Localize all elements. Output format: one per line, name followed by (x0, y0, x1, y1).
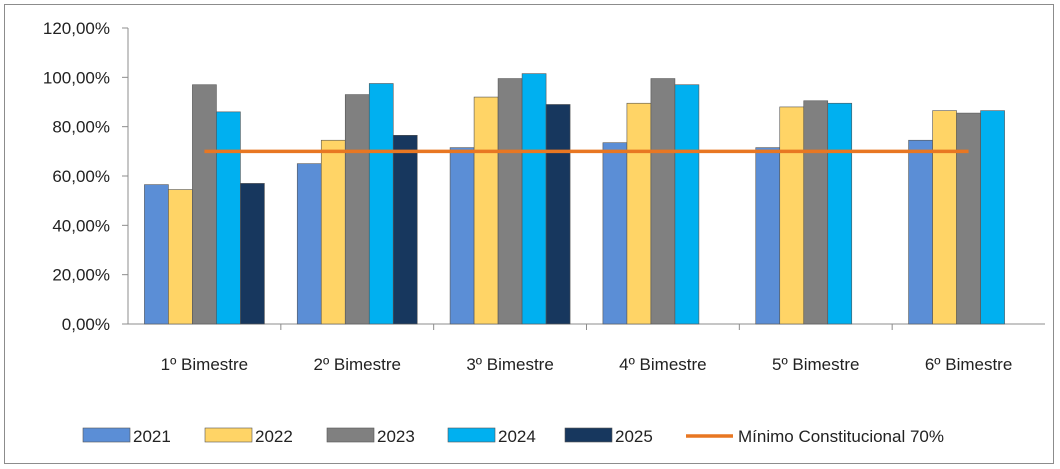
bar-2021-1 (144, 184, 169, 325)
legend-label-2024: 2024 (498, 427, 536, 446)
legend-label-2021: 2021 (133, 427, 171, 446)
x-tick-label: 2º Bimestre (314, 355, 401, 374)
bar-2025-3 (545, 104, 571, 325)
chart-bars (144, 73, 1005, 325)
bar-2024-6 (980, 110, 1005, 325)
bar-2024-3 (521, 73, 547, 325)
bar-2025-1 (240, 183, 265, 325)
y-tick-label: 80,00% (52, 118, 110, 137)
legend-swatch-2024 (447, 427, 496, 443)
y-tick-label: 60,00% (52, 167, 110, 186)
chart-axes: 0,00% 20,00% 40,00% 60,00% 80,00% 100,00% 120,… (43, 19, 1045, 374)
bar-2022-6 (932, 110, 957, 325)
bar-2022-1 (168, 189, 193, 325)
bar-2021-6 (908, 139, 933, 325)
y-tick-label: 120,00% (43, 19, 110, 38)
bar-2023-3 (497, 78, 523, 325)
bar-2023-4 (650, 78, 676, 325)
bar-2023-1 (192, 84, 217, 325)
bar-2023-5 (803, 100, 829, 325)
bar-2021-4 (602, 142, 628, 325)
bar-2021-2 (296, 163, 322, 325)
bar-2024-4 (674, 84, 700, 325)
bar-2021-5 (755, 147, 781, 325)
chart-legend: 2021 2022 2023 2024 2025 Mínimo Constituciona… (82, 427, 944, 446)
x-tick-label: 3º Bimestre (466, 355, 553, 374)
bar-2024-5 (827, 102, 853, 325)
y-tick-label: 40,00% (52, 216, 110, 235)
bar-2022-4 (626, 102, 652, 325)
legend-swatch-2023 (326, 427, 375, 443)
legend-label-2025: 2025 (615, 427, 653, 446)
legend-label-2023: 2023 (377, 427, 415, 446)
y-tick-label: 0,00% (62, 315, 110, 334)
bar-2022-3 (473, 96, 499, 325)
x-tick-label: 1º Bimestre (161, 355, 248, 374)
x-tick-label: 5º Bimestre (772, 355, 859, 374)
x-tick-label: 6º Bimestre (925, 355, 1012, 374)
legend-swatch-2022 (204, 427, 253, 443)
bar-2023-2 (344, 94, 370, 325)
bar-2022-5 (779, 106, 805, 325)
bar-2024-2 (368, 83, 394, 325)
legend-swatch-2025 (564, 427, 613, 443)
legend-label-reference: Mínimo Constitucional 70% (738, 427, 944, 446)
y-tick-label: 20,00% (52, 266, 110, 285)
bar-2022-2 (320, 139, 346, 325)
legend-swatch-2021 (82, 427, 131, 443)
bar-2025-2 (392, 135, 418, 325)
x-tick-label: 4º Bimestre (619, 355, 706, 374)
bar-2024-1 (216, 111, 241, 325)
y-tick-label: 100,00% (43, 68, 110, 87)
bar-2021-3 (449, 147, 475, 325)
legend-label-2022: 2022 (255, 427, 293, 446)
bar-2023-6 (956, 112, 981, 325)
